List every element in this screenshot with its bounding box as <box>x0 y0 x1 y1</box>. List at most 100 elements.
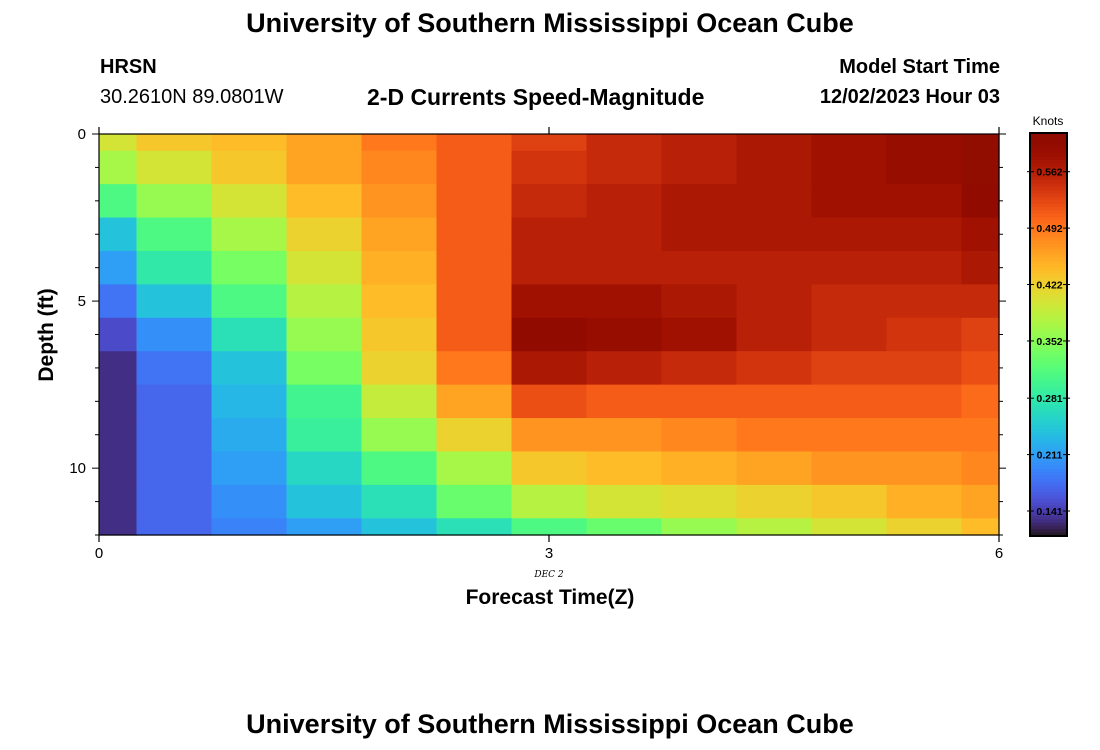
heatmap-cell <box>436 418 513 453</box>
heatmap-cell <box>811 150 888 185</box>
colorbar-segment <box>1030 344 1067 349</box>
colorbar-segment <box>1030 441 1067 446</box>
colorbar-segment <box>1030 438 1067 443</box>
heatmap-cell <box>961 134 1000 152</box>
heatmap-cell <box>211 351 288 386</box>
heatmap-cell <box>736 150 813 185</box>
colorbar-segment <box>1030 324 1067 329</box>
heatmap-cell <box>211 184 288 219</box>
colorbar-segment <box>1030 133 1067 137</box>
station-coordinates: 30.2610N 89.0801W <box>100 86 284 108</box>
heatmap-cell <box>736 418 813 453</box>
heatmap-cell <box>961 284 1000 319</box>
heatmap-cell <box>136 384 213 419</box>
heatmap-cell <box>961 418 1000 453</box>
heatmap-cell <box>136 484 213 519</box>
colorbar-segment <box>1030 351 1067 356</box>
heatmap-cell <box>286 418 363 453</box>
heatmap-cell <box>736 351 813 386</box>
colorbar-segment <box>1030 223 1067 228</box>
heatmap-cell <box>811 250 888 285</box>
colorbar-segment <box>1030 280 1067 285</box>
x-tick-label: 6 <box>995 545 1003 562</box>
colorbar-segment <box>1030 391 1067 396</box>
colorbar-segment <box>1030 381 1067 386</box>
colorbar-segment <box>1030 290 1067 295</box>
colorbar-segment <box>1030 136 1067 141</box>
colorbar-segment <box>1030 193 1067 198</box>
heatmap-cell <box>136 184 213 219</box>
heatmap-cell <box>436 250 513 285</box>
heatmap-cell <box>886 384 963 419</box>
colorbar-segment <box>1030 331 1067 336</box>
heatmap-cell <box>286 451 363 486</box>
colorbar-segment <box>1030 146 1067 151</box>
heatmap-cell <box>99 384 138 419</box>
heatmap-cell <box>361 384 438 419</box>
heatmap-cell <box>211 518 288 536</box>
colorbar-segment <box>1030 371 1067 376</box>
heatmap-cell <box>136 451 213 486</box>
heatmap-cell <box>886 351 963 386</box>
colorbar-segment <box>1030 445 1067 450</box>
heatmap-cell <box>586 284 663 319</box>
colorbar-tick-label: 0.211 <box>1037 450 1063 462</box>
heatmap-cell <box>436 284 513 319</box>
heatmap-cell <box>586 384 663 419</box>
heatmap-cell <box>286 184 363 219</box>
colorbar-segment <box>1030 374 1067 379</box>
colorbar-segment <box>1030 411 1067 416</box>
colorbar: 0.141 0.211 0.281 0.352 0.422 0.492 0.562 <box>1027 132 1070 537</box>
heatmap-cell <box>511 317 588 352</box>
heatmap-cell <box>961 351 1000 386</box>
colorbar-label: Knots <box>1033 114 1064 128</box>
heatmap-cell <box>886 451 963 486</box>
heatmap-cell <box>511 351 588 386</box>
colorbar-segment <box>1030 468 1067 473</box>
heatmap-cell <box>286 317 363 352</box>
colorbar-segment <box>1030 408 1067 413</box>
colorbar-segment <box>1030 341 1067 346</box>
colorbar-segment <box>1030 465 1067 470</box>
heatmap-cell <box>99 134 138 152</box>
colorbar-segment <box>1030 394 1067 399</box>
colorbar-tick-label: 0.352 <box>1036 336 1062 348</box>
heatmap-cell <box>811 184 888 219</box>
heatmap-cell <box>736 518 813 536</box>
colorbar-segment <box>1030 509 1067 514</box>
colorbar-segment <box>1030 227 1067 231</box>
colorbar-segment <box>1030 277 1067 282</box>
colorbar-segment <box>1030 458 1067 463</box>
colorbar-segment <box>1030 287 1067 292</box>
heatmap-cell <box>211 150 288 185</box>
heatmap-cell <box>961 150 1000 185</box>
colorbar-frame <box>1029 132 1068 537</box>
heatmap-cell <box>136 351 213 386</box>
heatmap-cell <box>661 134 738 152</box>
heatmap-cell <box>586 451 663 486</box>
chart-title: University of Southern Mississippi Ocean… <box>246 8 854 38</box>
heatmap-cell <box>661 217 738 252</box>
heatmap-cell <box>586 134 663 152</box>
heatmap-cell <box>361 451 438 486</box>
heatmap-cell <box>286 384 363 419</box>
station-name: HRSN <box>100 56 157 78</box>
colorbar-segment <box>1030 475 1067 480</box>
heatmap-cell <box>286 250 363 285</box>
heatmap-cell <box>99 351 138 386</box>
colorbar-segment <box>1030 203 1067 208</box>
colorbar-segment <box>1030 216 1067 221</box>
heatmap-cell <box>811 351 888 386</box>
colorbar-segment <box>1030 495 1067 500</box>
heatmap-cell <box>361 150 438 185</box>
colorbar-segment <box>1030 425 1067 430</box>
heatmap-cell <box>811 418 888 453</box>
colorbar-segment <box>1030 502 1067 507</box>
heatmap-cell <box>286 284 363 319</box>
heatmap-cell <box>511 150 588 185</box>
heatmap-cell <box>136 134 213 152</box>
heatmap-cell <box>961 317 1000 352</box>
heatmap-cell <box>361 317 438 352</box>
colorbar-segment <box>1030 300 1067 305</box>
